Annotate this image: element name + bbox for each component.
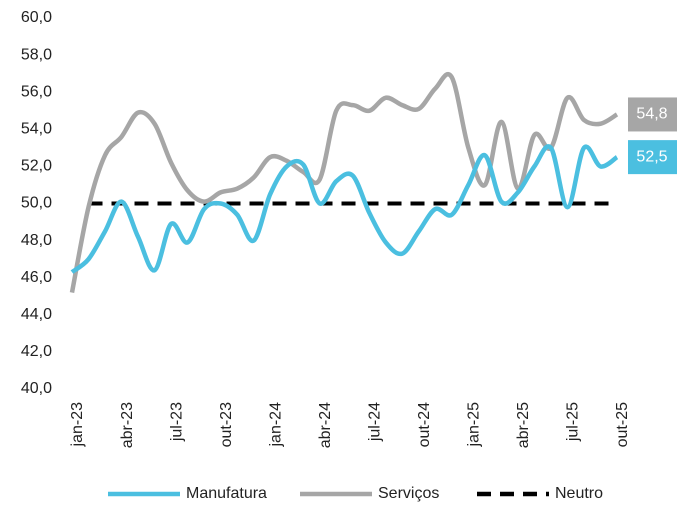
x-tick-label: abr-25 <box>515 402 532 448</box>
x-tick-label: abr-24 <box>317 402 334 448</box>
y-tick-label: 54,0 <box>21 121 52 138</box>
y-tick-label: 52,0 <box>21 158 52 175</box>
y-tick-label: 46,0 <box>21 269 52 286</box>
series-line <box>70 144 619 274</box>
x-tick-label: jul-25 <box>565 402 582 442</box>
x-tick-label: out-23 <box>218 402 235 447</box>
x-tick-label: out-25 <box>614 402 631 447</box>
y-tick-label: 48,0 <box>21 232 52 249</box>
y-tick-label: 44,0 <box>21 306 52 323</box>
y-tick-label: 60,0 <box>21 9 52 26</box>
y-tick-label: 56,0 <box>21 83 52 100</box>
x-tick-label: jan-24 <box>267 402 284 448</box>
series-line <box>69 71 619 293</box>
value-label: 54,8 <box>636 106 667 123</box>
legend-label: Serviços <box>378 485 439 502</box>
value-label-box <box>628 97 677 132</box>
y-tick-label: 42,0 <box>21 343 52 360</box>
x-tick-label: abr-23 <box>119 402 136 448</box>
legend-label: Manufatura <box>186 485 267 502</box>
y-tick-label: 58,0 <box>21 46 52 63</box>
y-tick-label: 50,0 <box>21 195 52 212</box>
x-tick-label: jul-24 <box>366 402 383 442</box>
legend-label: Neutro <box>555 485 603 502</box>
value-label-box <box>628 140 677 175</box>
x-tick-label: out-24 <box>416 402 433 447</box>
value-label: 52,5 <box>636 148 667 165</box>
x-tick-label: jan-25 <box>466 402 483 448</box>
x-tick-label: jan-23 <box>69 402 86 448</box>
x-tick-label: jul-23 <box>168 402 185 442</box>
y-tick-label: 40,0 <box>21 380 52 397</box>
